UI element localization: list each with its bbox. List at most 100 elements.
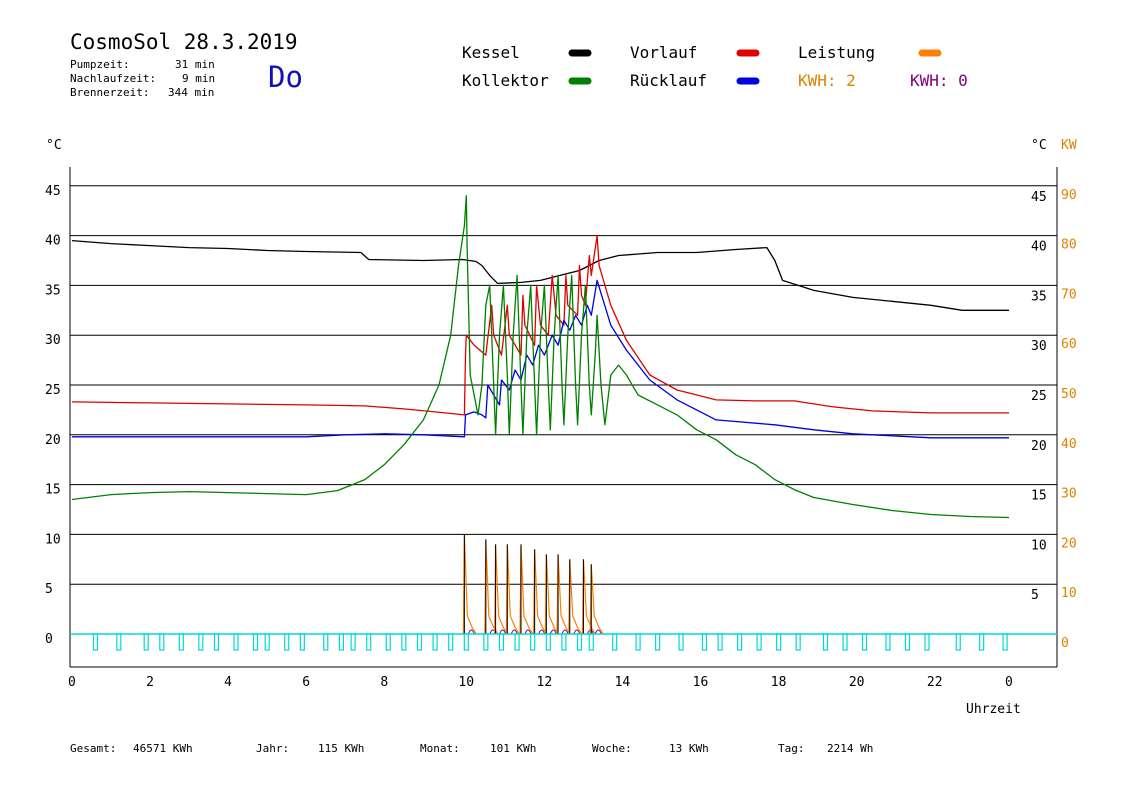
pump-pulse-20 [448, 633, 454, 651]
series-kollektor [71, 195, 1010, 519]
y-tick-label-15: 15 [45, 483, 61, 498]
pump-pulse-42 [861, 633, 868, 651]
pump-pulse-23 [498, 633, 505, 651]
y2-tick-label-40: 40 [1061, 437, 1077, 452]
pump-pulse-22 [483, 633, 489, 651]
y-right-tick-label-35: 35 [1031, 289, 1047, 304]
pump-pulse-11 [299, 633, 305, 651]
legend-leistung-label: Leistung [798, 43, 876, 62]
week-label: Woche: [592, 742, 632, 755]
pump-pulse-17 [401, 633, 407, 651]
pump-pulse-4 [178, 633, 184, 651]
y-right-tick-label-10: 10 [1031, 538, 1047, 553]
pump-pulse-10 [284, 633, 290, 651]
year-value: 115 KWh [318, 742, 365, 755]
pump-pulse-18 [416, 633, 423, 651]
right-axis-unit-kw: KW [1061, 138, 1077, 153]
pump-pulse-7 [233, 633, 239, 651]
x-tick-label-16: 16 [693, 675, 709, 690]
y-tick-label-5: 5 [45, 582, 53, 597]
y-tick-label-0: 0 [45, 632, 53, 647]
series-ruecklauf [72, 279, 1009, 439]
burner-time-label: Brennerzeit: [70, 86, 150, 99]
y2-tick-label-80: 80 [1061, 238, 1077, 253]
power-spike-small-7 [561, 629, 569, 635]
y2-tick-label-90: 90 [1061, 188, 1077, 203]
y-tick-label-10: 10 [45, 532, 61, 547]
pump-pulse-14 [350, 633, 356, 651]
y-tick-label-45: 45 [45, 184, 61, 199]
pump-time-value: 31 min [175, 58, 215, 71]
y-right-tick-label-40: 40 [1031, 240, 1047, 255]
x-tick-label-2: 2 [146, 675, 154, 690]
y-tick-label-35: 35 [45, 283, 61, 298]
series-layer [71, 49, 1010, 519]
right-axis-unit-c: °C [1031, 138, 1047, 153]
pump-pulse-27 [561, 633, 567, 651]
legend-kessel-label: Kessel [462, 43, 520, 62]
pump-pulse-1 [116, 633, 122, 651]
y-right-tick-label-25: 25 [1031, 389, 1047, 404]
pump-pulse-28 [576, 633, 583, 651]
kwh-value-1: KWH: 2 [798, 71, 856, 90]
pump-pulse-32 [655, 633, 661, 651]
y-right-tick-label-20: 20 [1031, 439, 1047, 454]
y2-tick-label-60: 60 [1061, 337, 1077, 352]
pump-pulse-13 [338, 633, 344, 651]
pump-pulse-30 [612, 633, 618, 651]
y-tick-label-20: 20 [45, 433, 61, 448]
power-spike-2 [494, 544, 509, 635]
chart-title: CosmoSol 28.3.2019 [70, 30, 298, 54]
y-right-tick-label-45: 45 [1031, 190, 1047, 205]
power-spike-3 [505, 544, 520, 635]
y2-tick-label-30: 30 [1061, 487, 1077, 502]
x-tick-label-18: 18 [771, 675, 787, 690]
pump-pulse-0 [92, 633, 99, 651]
y2-tick-label-0: 0 [1061, 636, 1069, 651]
month-label: Monat: [420, 742, 460, 755]
power-spike-6 [544, 554, 559, 635]
pump-time-label: Pumpzeit: [70, 58, 130, 71]
pump-pulse-31 [635, 633, 641, 651]
pump-pulse-36 [737, 633, 743, 651]
power-spike-7 [556, 554, 571, 635]
pump-pulse-48 [1002, 633, 1008, 651]
axis-ticks: 0510152025303540455101520253035404501020… [45, 184, 1077, 690]
day-label: Tag: [778, 742, 805, 755]
pump-pulse-16 [385, 633, 391, 651]
power-spike-small-3 [510, 629, 518, 635]
pump-pulse-2 [143, 633, 149, 651]
power-spike-small-4 [524, 629, 532, 635]
left-axis-unit: °C [46, 138, 62, 153]
total-value: 46571 KWh [133, 742, 193, 755]
power-spike-small-8 [573, 629, 581, 635]
day-value: 2214 Wh [827, 742, 874, 755]
power-and-pump-layer [70, 534, 1057, 651]
year-label: Jahr: [256, 742, 290, 755]
power-spike-10 [589, 564, 604, 635]
power-spike-small-0 [467, 629, 475, 635]
pump-pulse-21 [463, 633, 469, 651]
legend-kollektor-label: Kollektor [462, 71, 549, 90]
series-kessel [71, 239, 1009, 311]
pump-pulse-15 [366, 633, 372, 651]
week-value: 13 KWh [669, 742, 709, 755]
pump-pulse-6 [213, 633, 220, 651]
follow-time-label: Nachlaufzeit: [70, 72, 157, 85]
y-right-tick-label-30: 30 [1031, 339, 1047, 354]
pump-pulse-46 [955, 633, 961, 651]
y2-tick-label-10: 10 [1061, 586, 1077, 601]
x-tick-label-14: 14 [615, 675, 631, 690]
follow-time-value: 9 min [182, 72, 216, 85]
grid-lines [69, 167, 1058, 668]
power-spike-5 [533, 549, 548, 635]
pump-pulse-9 [264, 633, 270, 651]
burner-time-value: 344 min [168, 86, 215, 99]
x-tick-label-24: 0 [1005, 675, 1013, 690]
x-tick-label-20: 20 [849, 675, 865, 690]
x-tick-label-0: 0 [68, 675, 76, 690]
power-spike-small-6 [549, 629, 557, 635]
y-tick-label-30: 30 [45, 333, 61, 348]
pump-pulse-37 [756, 633, 762, 651]
pump-pulse-47 [979, 633, 985, 651]
